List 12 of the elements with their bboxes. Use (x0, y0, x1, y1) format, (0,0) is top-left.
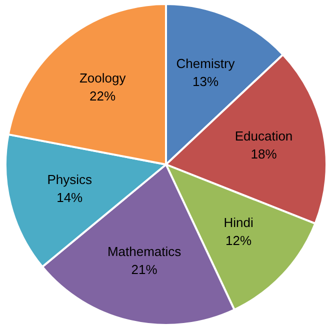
slice-label: Hindi (224, 215, 254, 230)
slice-label: Zoology (79, 70, 126, 86)
data-label: 22% (90, 88, 116, 104)
slice-label: Education (234, 128, 293, 144)
slice-label: Mathematics (107, 244, 182, 260)
data-label: 12% (226, 233, 252, 248)
data-label: 18% (250, 146, 278, 162)
slice-label: Chemistry (176, 56, 236, 71)
slice-label: Physics (47, 172, 93, 187)
data-label: 14% (56, 190, 84, 205)
data-label: 21% (131, 262, 158, 278)
data-label: 13% (192, 74, 219, 89)
